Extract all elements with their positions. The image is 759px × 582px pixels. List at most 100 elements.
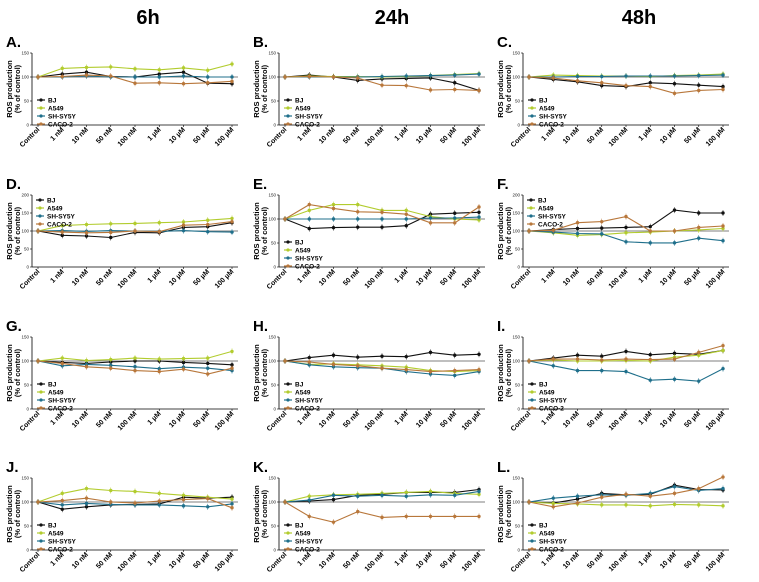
data-point [206,505,210,509]
legend-label: A549 [48,530,64,537]
x-tick-label: Control [19,410,42,433]
data-point [672,484,677,489]
data-point [331,206,336,211]
data-point [697,225,701,230]
legend-label: CACO-2 [539,405,564,412]
data-point [648,224,652,229]
legend-label: BJ [539,381,548,388]
legend-swatch-marker [530,114,534,118]
data-point [721,366,725,371]
data-point [721,73,725,77]
data-point [575,368,580,373]
x-tick-label: 50 nM [586,126,605,145]
y-tick-label: 150 [512,51,520,56]
data-point [109,230,113,235]
legend-swatch-marker [39,539,43,543]
y-tick-label: 50 [515,99,521,104]
data-point [230,506,234,510]
x-tick-label: 10 µM [415,126,434,145]
legend-swatch-marker [39,523,43,527]
y-tick-label: 100 [268,217,276,222]
data-point [230,497,234,501]
data-point [36,359,40,363]
x-tick-label: 10 nM [318,551,337,570]
x-tick-label: 10 nM [562,126,581,145]
panel-l: L. ROS production(% of control) 0 50 100 150 C… [496,459,729,574]
data-point [697,73,701,78]
data-point [721,504,725,508]
data-point [624,74,628,78]
x-tick-label: Control [510,410,533,433]
data-point [356,509,360,514]
y-axis-label: ROS production(% of control) [496,344,513,402]
data-point [624,231,628,235]
legend-label: A549 [295,105,311,112]
legend-label: BJ [295,381,304,388]
x-tick-label: Control [266,551,289,574]
panel-k: K. ROS production(% of control) 0 50 100 150 C… [252,459,485,574]
panel-a: A. ROS production(% of control) 0 50 100 150 C… [5,34,238,149]
y-axis-label-line2: (% of control) [13,489,22,538]
data-point [648,229,652,233]
data-point [428,350,433,355]
data-point [600,503,604,507]
x-tick-label: 100 nM [117,268,139,290]
y-axis-label-line2: (% of control) [504,348,513,397]
data-point [133,489,137,494]
y-tick-label: 100 [21,229,29,234]
y-tick-label: 150 [21,335,29,340]
legend-swatch-marker [39,114,43,118]
y-tick-label: 100 [512,75,520,80]
data-point [600,219,604,224]
y-axis-label-line1: ROS production [252,60,261,118]
y-axis-label-line2: (% of control) [504,489,513,538]
panel-i: I. ROS production(% of control) 0 50 100 150 C… [496,318,729,433]
legend-swatch-marker [39,390,43,394]
series-caco-2 [36,218,234,236]
x-tick-label: 50 µM [683,268,702,287]
y-axis-label-line2: (% of control) [260,64,269,113]
x-tick-label: 50 nM [95,410,114,429]
y-tick-label: 50 [271,524,277,529]
x-tick-label: Control [510,268,533,291]
legend-label: CACO-2 [295,263,320,270]
y-axis-label-line1: ROS production [496,485,505,543]
data-point [648,378,652,382]
data-point [283,75,287,79]
x-tick-label: 10 µM [659,410,678,429]
legend-swatch-marker [38,222,42,226]
data-point [404,514,408,519]
data-point [672,357,677,361]
legend-label: SH-SY5Y [48,113,76,120]
legend-swatch-marker [529,222,533,226]
x-tick-label: 10 µM [415,551,434,570]
data-point [404,212,408,216]
legend-label: SH-SY5Y [295,538,323,545]
data-point [206,218,210,222]
x-tick-label: 10 µM [168,551,187,570]
x-tick-label: 50 nM [586,410,605,429]
panel-e: E. ROS production(% of control) 0 50 100 150 C… [252,176,485,291]
data-point [230,349,234,354]
legend-label: A549 [295,247,311,254]
x-tick-label: 100 µM [214,410,236,432]
data-point [380,515,384,520]
legend-swatch-marker [38,206,42,210]
x-tick-label: 10 µM [659,126,678,145]
data-point [60,491,64,496]
data-point [206,81,210,85]
legend-label: A549 [295,389,311,396]
data-point [648,504,652,508]
data-point [206,230,210,234]
y-tick-label: 100 [512,500,520,505]
y-tick-label: 0 [273,123,276,128]
y-tick-label: 150 [512,476,520,481]
panel-label: I. [497,318,505,335]
panel-label: B. [253,34,268,51]
x-tick-label: 100 µM [461,126,483,148]
x-tick-label: 1 µM [394,126,410,142]
column-title-6h: 6h [136,7,159,29]
data-point [575,74,580,79]
